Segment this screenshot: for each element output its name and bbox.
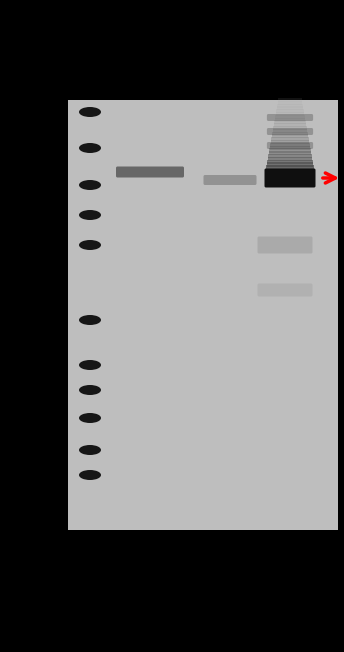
Bar [271,140,309,144]
Bar [274,121,306,125]
Bar [267,160,313,164]
Bar [274,123,306,127]
Bar [277,104,303,108]
Ellipse shape [79,360,101,370]
Ellipse shape [79,210,101,220]
Bar [278,98,302,102]
Bar [272,132,308,136]
Bar [268,156,312,161]
Bar [276,112,304,116]
Bar [269,148,311,153]
Bar [273,128,307,133]
Bar [68,100,338,530]
Bar [272,134,308,138]
Ellipse shape [79,180,101,190]
Bar [267,165,313,170]
Ellipse shape [79,445,101,455]
FancyBboxPatch shape [204,175,257,185]
Bar [273,126,307,130]
FancyBboxPatch shape [258,237,312,254]
Bar [267,162,313,166]
FancyBboxPatch shape [258,284,312,297]
Ellipse shape [79,107,101,117]
FancyBboxPatch shape [265,168,315,188]
Bar [268,154,312,158]
Bar [271,137,309,141]
Ellipse shape [79,143,101,153]
Ellipse shape [79,470,101,480]
FancyBboxPatch shape [267,128,313,135]
Bar [277,106,303,110]
FancyBboxPatch shape [267,142,313,149]
FancyBboxPatch shape [267,114,313,121]
Bar [269,151,311,155]
Ellipse shape [79,385,101,395]
Bar [275,117,305,122]
Bar [276,109,304,113]
Bar [278,100,302,105]
Bar [270,143,310,147]
Ellipse shape [79,413,101,423]
Ellipse shape [79,315,101,325]
Bar [270,145,310,150]
FancyBboxPatch shape [116,166,184,177]
Ellipse shape [79,240,101,250]
Bar [275,115,305,119]
